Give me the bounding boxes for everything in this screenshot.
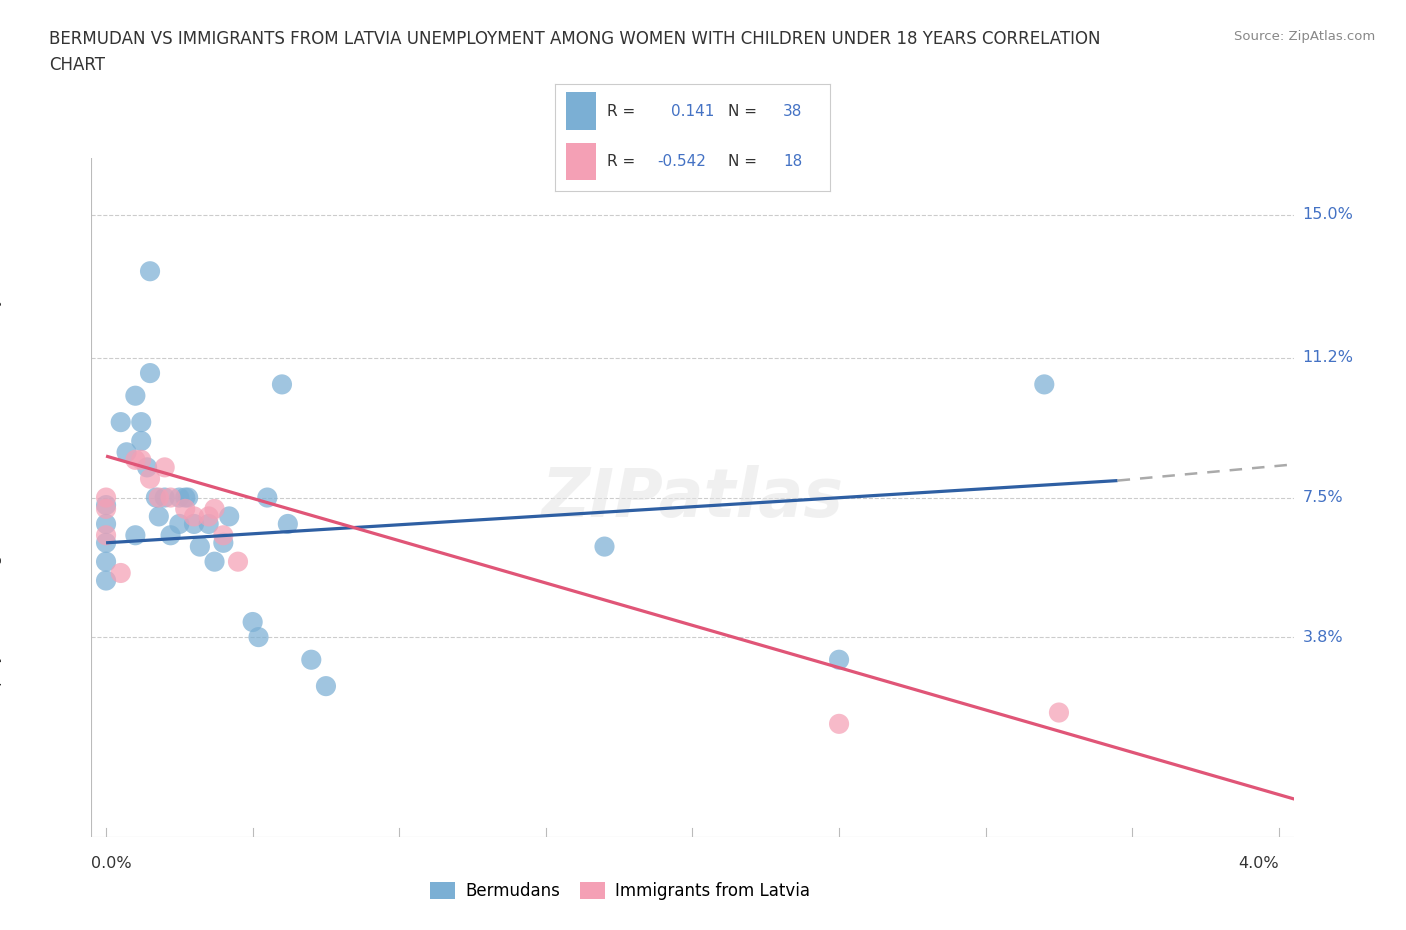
Point bbox=[94, 501, 117, 516]
Point bbox=[315, 679, 337, 694]
Point bbox=[242, 615, 264, 630]
Point bbox=[197, 509, 219, 524]
Point bbox=[1047, 705, 1070, 720]
Text: Unemployment Among Women with Children Under 18 years: Unemployment Among Women with Children U… bbox=[0, 264, 3, 731]
Text: R =: R = bbox=[607, 104, 641, 119]
Point bbox=[212, 536, 235, 551]
Point bbox=[124, 452, 146, 467]
Point bbox=[139, 365, 162, 380]
Point bbox=[145, 490, 167, 505]
Point bbox=[169, 490, 191, 505]
Text: 15.0%: 15.0% bbox=[1302, 207, 1353, 222]
Point bbox=[139, 264, 162, 279]
Point bbox=[94, 498, 117, 512]
Point bbox=[218, 509, 240, 524]
Point bbox=[188, 539, 211, 554]
Text: ZIPatlas: ZIPatlas bbox=[541, 465, 844, 530]
Point bbox=[174, 501, 197, 516]
Point bbox=[139, 472, 162, 486]
Point bbox=[226, 554, 249, 569]
Text: 38: 38 bbox=[783, 104, 803, 119]
Point bbox=[94, 490, 117, 505]
Text: 11.2%: 11.2% bbox=[1302, 351, 1354, 365]
FancyBboxPatch shape bbox=[567, 142, 596, 180]
Point bbox=[110, 565, 132, 580]
Point bbox=[1033, 377, 1056, 392]
Point bbox=[204, 554, 226, 569]
Text: 4.0%: 4.0% bbox=[1239, 856, 1279, 870]
Point bbox=[148, 490, 170, 505]
Point bbox=[271, 377, 294, 392]
Point bbox=[153, 460, 176, 475]
Point bbox=[110, 415, 132, 430]
Point bbox=[129, 452, 152, 467]
Point bbox=[828, 716, 851, 731]
Point bbox=[136, 460, 159, 475]
Text: CHART: CHART bbox=[49, 56, 105, 73]
Text: 7.5%: 7.5% bbox=[1302, 490, 1343, 505]
Point bbox=[212, 528, 235, 543]
Point bbox=[183, 516, 205, 531]
Point bbox=[94, 516, 117, 531]
Text: 0.0%: 0.0% bbox=[91, 856, 132, 870]
Point bbox=[94, 554, 117, 569]
Point bbox=[299, 652, 322, 667]
Point bbox=[828, 652, 851, 667]
Point bbox=[177, 490, 200, 505]
Point bbox=[159, 490, 181, 505]
Point bbox=[115, 445, 138, 459]
Point bbox=[159, 528, 181, 543]
Point bbox=[169, 516, 191, 531]
Point bbox=[247, 630, 270, 644]
Point bbox=[124, 389, 146, 404]
Text: 3.8%: 3.8% bbox=[1302, 630, 1343, 644]
Point bbox=[148, 509, 170, 524]
Point bbox=[129, 433, 152, 448]
Point bbox=[94, 528, 117, 543]
Point bbox=[197, 516, 219, 531]
Text: 0.141: 0.141 bbox=[671, 104, 714, 119]
Point bbox=[183, 509, 205, 524]
Point bbox=[204, 501, 226, 516]
Point bbox=[277, 516, 299, 531]
Point bbox=[174, 490, 197, 505]
Legend: Bermudans, Immigrants from Latvia: Bermudans, Immigrants from Latvia bbox=[423, 875, 817, 907]
Point bbox=[129, 415, 152, 430]
FancyBboxPatch shape bbox=[567, 92, 596, 129]
Point bbox=[94, 573, 117, 588]
Point bbox=[256, 490, 278, 505]
Text: -0.542: -0.542 bbox=[657, 154, 706, 169]
Text: N =: N = bbox=[728, 104, 762, 119]
Text: 18: 18 bbox=[783, 154, 803, 169]
Point bbox=[153, 490, 176, 505]
Point bbox=[124, 528, 146, 543]
Text: Source: ZipAtlas.com: Source: ZipAtlas.com bbox=[1234, 30, 1375, 43]
Text: N =: N = bbox=[728, 154, 762, 169]
Point bbox=[593, 539, 616, 554]
Text: BERMUDAN VS IMMIGRANTS FROM LATVIA UNEMPLOYMENT AMONG WOMEN WITH CHILDREN UNDER : BERMUDAN VS IMMIGRANTS FROM LATVIA UNEMP… bbox=[49, 30, 1101, 47]
Point bbox=[94, 536, 117, 551]
Text: R =: R = bbox=[607, 154, 641, 169]
